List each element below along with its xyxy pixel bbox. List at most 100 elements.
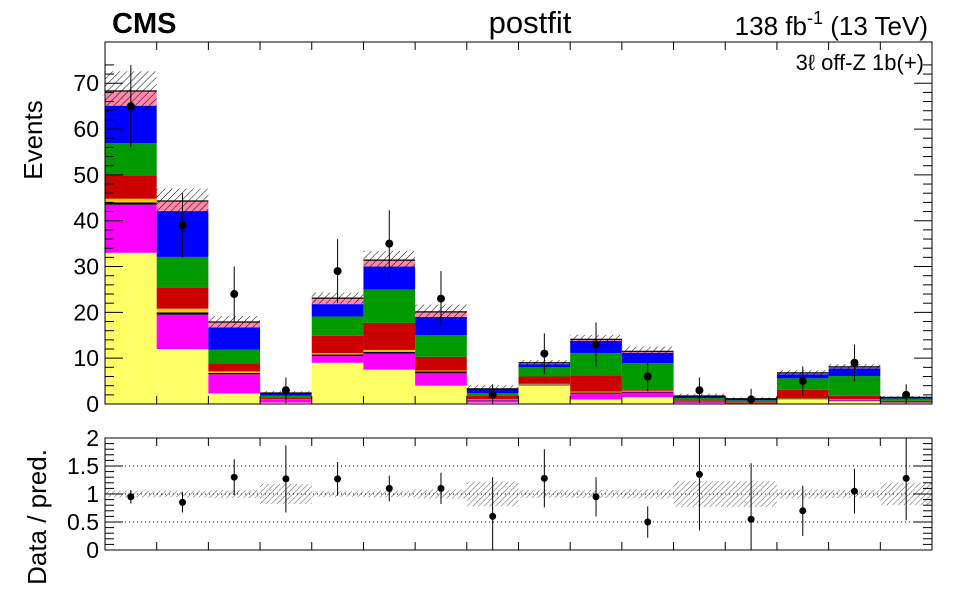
ratio-point-bin8 — [540, 474, 548, 482]
ratio-point-bin1 — [179, 498, 187, 506]
data-point-bin9 — [592, 340, 601, 349]
lumi-label: 138 fb-1 (13 TeV) — [735, 8, 928, 41]
postfit-label: postfit — [489, 5, 572, 40]
ratio-point-bin4 — [334, 475, 342, 483]
stack-bar-bin9-s4 — [570, 375, 622, 392]
stack-bar-bin6-s3 — [415, 370, 467, 372]
data-point-bin10 — [643, 372, 652, 381]
stack-bar-bin0-s2 — [105, 202, 157, 205]
data-point-bin8 — [540, 349, 549, 358]
stack-bar-bin0-s5 — [105, 143, 157, 176]
stack-bar-bin14-s1 — [828, 400, 881, 402]
region-label: 3ℓ off-Z 1b(+) — [796, 50, 924, 75]
stack-bar-bin6-s4 — [415, 356, 467, 371]
ratio-point-bin5 — [385, 484, 393, 492]
data-point-bin11 — [695, 386, 704, 395]
ratio-point-bin2 — [230, 473, 238, 481]
lumi-exponent: -1 — [807, 8, 823, 28]
stack-bar-bin4-s5 — [311, 316, 364, 336]
ratio-y-tick-label: 2 — [86, 425, 99, 451]
stack-bar-bin0-s0 — [105, 252, 157, 404]
ratio-y-tick-label: 0.5 — [67, 509, 99, 535]
unc-band-bin10 — [621, 346, 674, 356]
stack-bar-bin5-s0 — [363, 369, 416, 404]
stack-bar-bin10-s2 — [621, 391, 674, 393]
data-point-bin15 — [902, 390, 911, 399]
stacked-histogram — [105, 90, 932, 404]
stack-bar-bin1-s4 — [156, 287, 209, 309]
main-plot-panel: 0 10 20 30 40 50 60 70 Events — [18, 41, 933, 417]
main-y-tick-label: 10 — [73, 345, 99, 371]
data-point-bin3 — [281, 386, 290, 395]
ratio-plot-panel: 00.511.52 Data / pred. — [22, 425, 933, 585]
ratio-point-bin9 — [592, 493, 600, 501]
data-point-bin4 — [333, 267, 342, 276]
ratio-y-tick-label: 1.5 — [67, 453, 99, 479]
data-point-bin12 — [747, 395, 756, 404]
stack-bar-bin5-s1 — [363, 353, 416, 370]
stack-bar-bin2-s2 — [208, 372, 261, 375]
stack-bar-bin10-s0 — [621, 397, 674, 404]
stack-bar-bin9-s2 — [570, 392, 622, 394]
stack-bar-bin4-s3 — [311, 353, 364, 355]
energy-label: (13 TeV) — [830, 11, 928, 41]
stack-bar-bin2-s1 — [208, 374, 261, 394]
ratio-point-bin6 — [437, 484, 445, 492]
stack-bar-bin6-s0 — [415, 385, 467, 404]
stack-bar-bin14-s5 — [828, 376, 881, 396]
stack-bar-bin6-s1 — [415, 373, 467, 386]
stack-bar-bin14-s4 — [828, 395, 881, 400]
stack-bar-bin4-s4 — [311, 335, 364, 354]
lumi-value: 138 fb — [735, 11, 807, 41]
stack-bar-bin14-s0 — [828, 401, 881, 404]
stack-bar-bin8-s1 — [518, 384, 571, 386]
ratio-point-bin3 — [282, 475, 290, 483]
main-y-tick-label: 40 — [73, 208, 99, 234]
stack-bar-bin2-s6 — [208, 327, 261, 350]
ratio-point-bin0 — [127, 493, 135, 501]
stack-bar-bin4-s1 — [311, 355, 364, 363]
stack-bar-bin1-s1 — [156, 314, 209, 350]
stack-bar-bin4-s6 — [311, 304, 364, 317]
ratio-y-axis-label: Data / pred. — [22, 449, 52, 585]
stack-bar-bin10-s1 — [621, 392, 674, 398]
stack-bar-bin0-s1 — [105, 204, 157, 253]
stack-bar-bin5-s3 — [363, 349, 416, 352]
stack-bar-bin5-s6 — [363, 266, 416, 290]
stack-bar-bin0-s4 — [105, 175, 157, 199]
stack-bar-bin2-s4 — [208, 363, 261, 372]
stack-bar-bin1-s2 — [156, 312, 209, 315]
stack-bar-bin2-s3 — [208, 371, 261, 373]
stack-bar-bin8-s4 — [518, 376, 571, 384]
stack-bar-bin10-s6 — [621, 352, 674, 364]
stack-bar-bin9-s1 — [570, 393, 622, 400]
stack-bar-bin4-s2 — [311, 354, 364, 356]
data-point-bin2 — [230, 290, 239, 299]
main-y-tick-label: 30 — [73, 254, 99, 280]
main-y-tick-label: 60 — [73, 116, 99, 142]
main-y-tick-label: 50 — [73, 162, 99, 188]
ratio-axis-ticks: 00.511.52 — [67, 425, 933, 563]
ratio-point-bin12 — [747, 515, 755, 523]
data-point-bin0 — [126, 102, 135, 111]
ratio-point-bin7 — [489, 512, 497, 520]
stack-bar-bin6-s5 — [415, 335, 467, 357]
ratio-y-tick-label: 1 — [86, 481, 99, 507]
stack-bar-bin9-s3 — [570, 391, 622, 393]
stack-bar-bin3-s0 — [260, 402, 312, 404]
stack-bar-bin6-s2 — [415, 371, 467, 374]
ratio-points — [127, 438, 910, 550]
stack-bar-bin1-s3 — [156, 308, 209, 313]
main-y-tick-label: 20 — [73, 299, 99, 325]
stack-bar-bin2-s0 — [208, 393, 261, 404]
ratio-uncertainty-band — [105, 481, 932, 507]
data-points — [126, 64, 911, 404]
y-axis-label: Events — [18, 100, 48, 180]
stack-bar-bin4-s0 — [311, 362, 364, 404]
stack-bar-bin1-s5 — [156, 256, 209, 288]
data-point-bin5 — [385, 239, 394, 248]
main-y-tick-label: 70 — [73, 70, 99, 96]
main-y-tick-label: 0 — [86, 391, 99, 417]
ratio-y-tick-label: 0 — [86, 537, 99, 563]
